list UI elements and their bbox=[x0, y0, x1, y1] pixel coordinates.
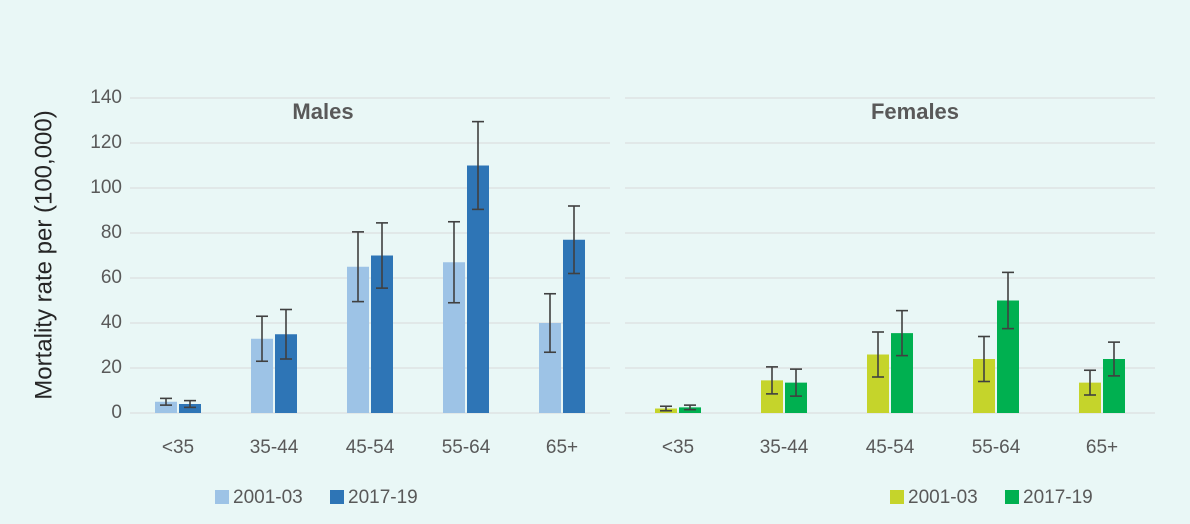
y-tick-label: 80 bbox=[101, 222, 122, 243]
panel-title: Males bbox=[292, 99, 353, 124]
y-axis-label: Mortality rate per (100,000) bbox=[30, 110, 57, 399]
error-bar bbox=[896, 309, 908, 357]
legend-swatch bbox=[330, 490, 344, 504]
x-tick-label: <35 bbox=[162, 437, 194, 458]
x-tick-label: 35-44 bbox=[760, 437, 809, 458]
error-bar bbox=[472, 120, 484, 211]
bar bbox=[891, 333, 913, 413]
legend-label: 2017-19 bbox=[348, 487, 418, 508]
error-bar bbox=[1108, 341, 1120, 377]
error-bar bbox=[280, 308, 292, 360]
error-bar bbox=[766, 366, 778, 395]
error-bar bbox=[1002, 271, 1014, 330]
x-tick-label: 35-44 bbox=[250, 437, 299, 458]
error-bar bbox=[1084, 369, 1096, 396]
x-tick-label: 65+ bbox=[546, 437, 578, 458]
error-bar bbox=[160, 397, 172, 406]
bar bbox=[251, 338, 273, 413]
legend-label: 2017-19 bbox=[1023, 487, 1093, 508]
panel-title: Females bbox=[871, 99, 959, 124]
error-bar bbox=[568, 205, 580, 275]
x-tick-label: 55-64 bbox=[442, 437, 491, 458]
error-bar bbox=[684, 404, 696, 411]
x-tick-label: <35 bbox=[662, 437, 694, 458]
y-tick-label: 120 bbox=[90, 132, 122, 153]
bar bbox=[155, 401, 177, 413]
y-tick-label: 100 bbox=[90, 177, 122, 198]
y-tick-label: 140 bbox=[90, 87, 122, 108]
error-bar bbox=[790, 368, 802, 397]
x-tick-label: 45-54 bbox=[866, 437, 915, 458]
bar bbox=[867, 354, 889, 413]
y-tick-label: 40 bbox=[101, 312, 122, 333]
bar bbox=[179, 404, 201, 413]
bar bbox=[347, 266, 369, 413]
bar bbox=[1079, 382, 1101, 413]
legend-swatch bbox=[1005, 490, 1019, 504]
bar bbox=[563, 239, 585, 413]
bar bbox=[973, 359, 995, 413]
error-bar bbox=[544, 292, 556, 354]
bar bbox=[761, 380, 783, 413]
bar bbox=[539, 323, 561, 413]
bar bbox=[1103, 359, 1125, 413]
x-tick-label: 45-54 bbox=[346, 437, 395, 458]
bar bbox=[443, 262, 465, 413]
error-bar bbox=[184, 399, 196, 409]
y-tick-label: 0 bbox=[111, 402, 122, 423]
legend-label: 2001-03 bbox=[233, 487, 303, 508]
bar bbox=[785, 382, 807, 413]
error-bar bbox=[448, 220, 460, 304]
error-bar bbox=[660, 405, 672, 412]
bar bbox=[275, 334, 297, 413]
legend-swatch bbox=[215, 490, 229, 504]
error-bar bbox=[978, 335, 990, 383]
legend-label: 2001-03 bbox=[908, 487, 978, 508]
y-tick-label: 60 bbox=[101, 267, 122, 288]
x-tick-label: 55-64 bbox=[972, 437, 1021, 458]
error-bar bbox=[256, 315, 268, 363]
legend-swatch bbox=[890, 490, 904, 504]
x-tick-label: 65+ bbox=[1086, 437, 1118, 458]
y-tick-label: 20 bbox=[101, 357, 122, 378]
bar bbox=[467, 165, 489, 413]
bar bbox=[371, 255, 393, 413]
error-bar bbox=[872, 331, 884, 378]
error-bar bbox=[352, 231, 364, 303]
error-bar bbox=[376, 222, 388, 289]
